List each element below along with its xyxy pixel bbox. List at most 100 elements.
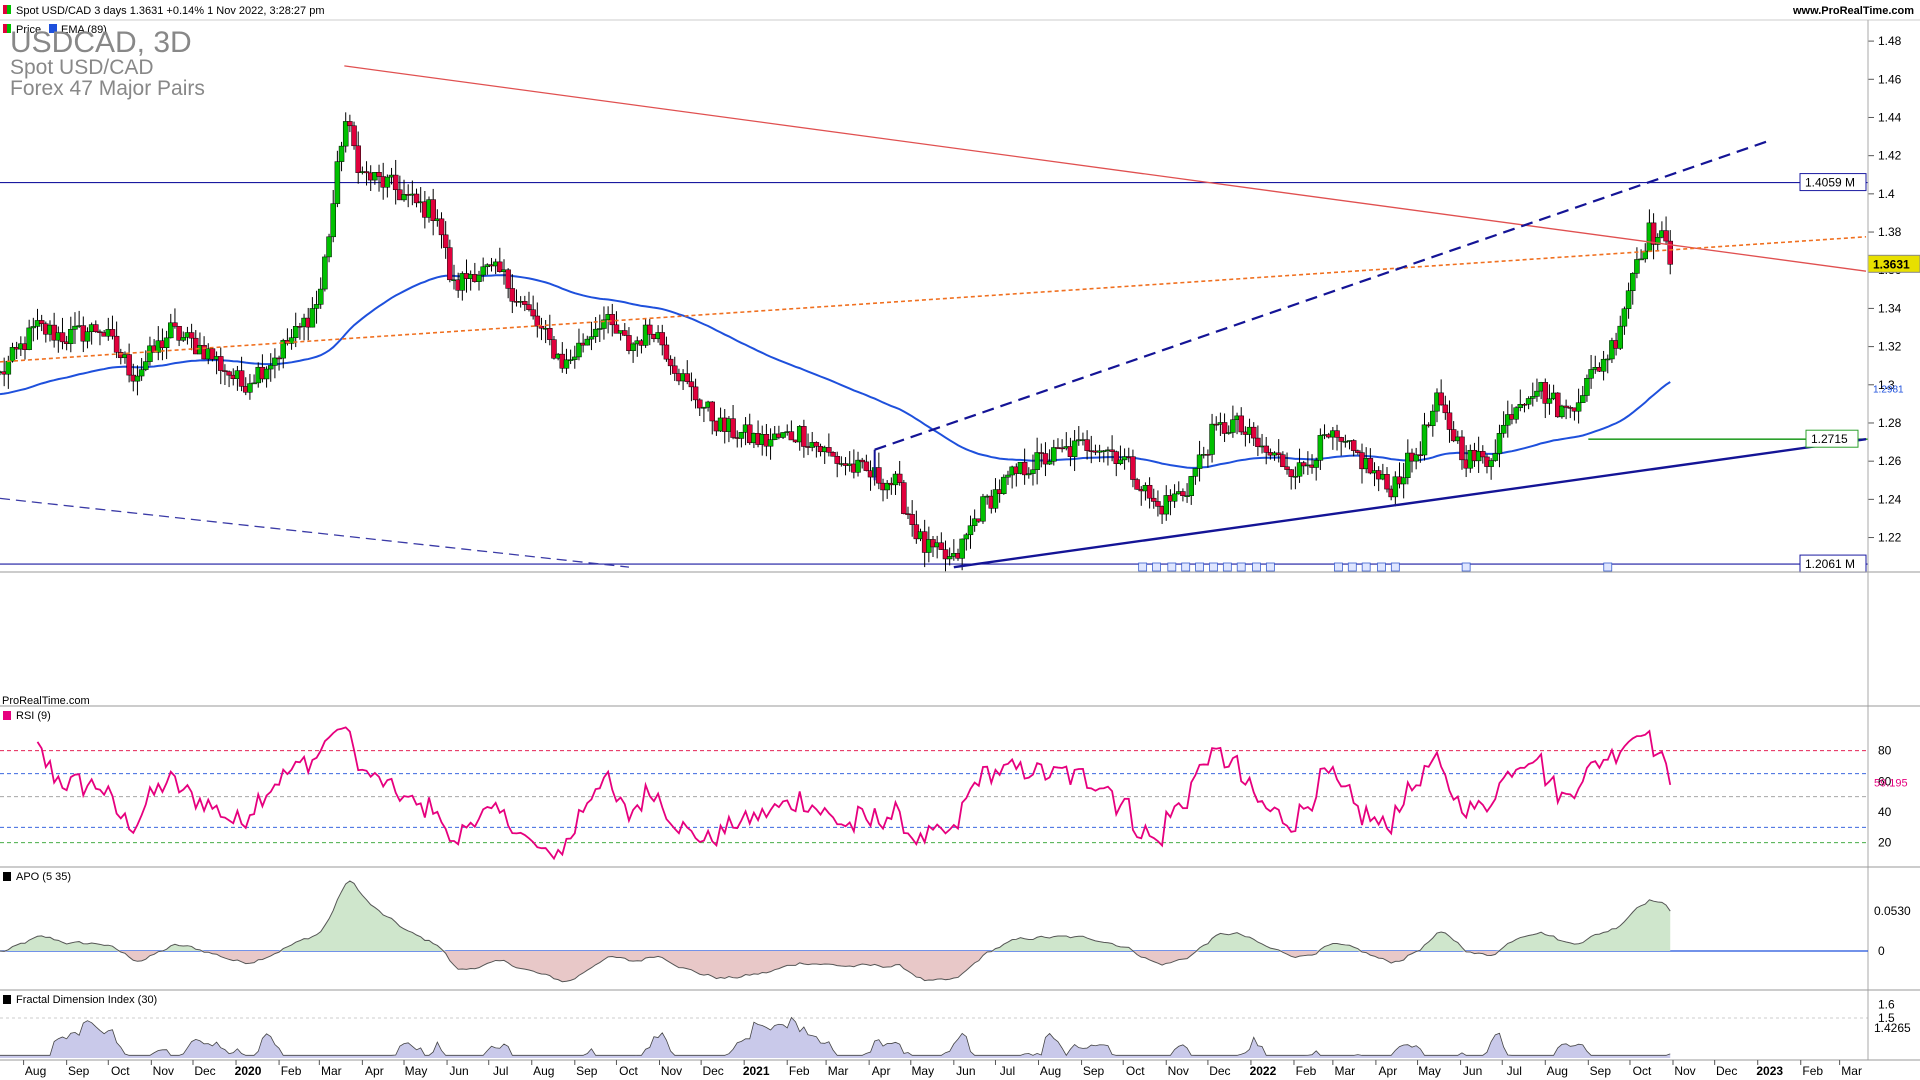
candle (1555, 392, 1561, 418)
candle (1184, 495, 1190, 497)
candle (1275, 452, 1282, 455)
candle (1450, 429, 1457, 442)
x-tick-label-41: 2023 (1756, 1064, 1783, 1078)
price-legend-swatch-red (3, 5, 7, 14)
candle (1446, 412, 1453, 430)
apo-tick-0: 0 (1878, 944, 1885, 958)
candle (1621, 308, 1628, 327)
event-marker[interactable] (1377, 562, 1386, 572)
x-tick-label-13: Sep (576, 1064, 598, 1078)
fdi-line (0, 1016, 1671, 1057)
y-tick-label-13: 1.22 (1878, 531, 1902, 545)
candle (1459, 436, 1465, 461)
candles-layer (0, 112, 1673, 572)
candle (1313, 460, 1319, 468)
candle (263, 368, 270, 380)
candle (38, 320, 45, 325)
candle (413, 193, 420, 204)
apo-label[interactable]: APO (5 35) (16, 871, 71, 883)
x-tick-label-0: Aug (25, 1064, 46, 1078)
candle (1663, 230, 1669, 242)
event-marker[interactable] (1152, 562, 1161, 572)
candle (1005, 474, 1011, 478)
candle (1367, 458, 1374, 474)
event-marker[interactable] (1209, 562, 1218, 572)
watermark: ProRealTime.com (2, 695, 90, 707)
event-marker[interactable] (1347, 562, 1357, 572)
apo-legend-icon (3, 872, 11, 881)
candle (330, 203, 336, 238)
x-tick-label-12: Aug (533, 1064, 554, 1078)
candle (1505, 414, 1511, 426)
candle (1250, 426, 1257, 439)
y-tick-label-1: 1.46 (1878, 72, 1902, 86)
event-marker[interactable] (1222, 562, 1232, 572)
trendline-4 (0, 497, 630, 568)
candle (1584, 378, 1590, 396)
event-marker[interactable] (1265, 562, 1275, 572)
candle (1230, 419, 1236, 433)
candle (1530, 396, 1536, 399)
candle (1525, 398, 1532, 405)
candle (1421, 424, 1428, 456)
candle (697, 399, 703, 409)
legend-price[interactable]: Price (16, 24, 41, 36)
candle (292, 326, 299, 338)
candle (863, 461, 870, 471)
candle (522, 301, 528, 305)
event-marker[interactable] (1252, 562, 1261, 572)
candle (672, 365, 678, 374)
candle (584, 338, 591, 346)
candle (855, 459, 861, 473)
candle (247, 383, 253, 393)
event-marker[interactable] (1334, 562, 1343, 572)
candle (143, 361, 149, 370)
event-marker[interactable] (1167, 562, 1177, 572)
event-marker[interactable] (1195, 562, 1204, 572)
event-marker[interactable] (1236, 562, 1246, 572)
candle (1205, 454, 1211, 456)
fdi-layer: 1.61.51.4265 (0, 998, 1911, 1058)
candle (1392, 476, 1399, 498)
candle (630, 343, 636, 351)
candle (313, 304, 320, 309)
candle (1500, 424, 1507, 434)
resistance-label: 1.4059 M (1805, 176, 1855, 190)
candle (684, 373, 691, 382)
event-marker[interactable] (1390, 562, 1400, 572)
event-marker[interactable] (1138, 562, 1148, 572)
candle (1630, 273, 1636, 291)
candle (1667, 240, 1673, 265)
candle (1650, 222, 1657, 245)
candle (1559, 405, 1565, 418)
candle (688, 381, 695, 388)
candle (1071, 440, 1078, 457)
price-axis-ticks: 1.481.461.441.421.41.381.361.341.321.31.… (1868, 34, 1902, 545)
event-marker[interactable] (1361, 562, 1371, 572)
candle (971, 518, 978, 526)
rsi-label[interactable]: RSI (9) (16, 710, 51, 722)
x-tick-label-2: Oct (111, 1064, 130, 1078)
fdi-label[interactable]: Fractal Dimension Index (30) (16, 994, 157, 1006)
apo-panel: APO (5 35) 0 0.0530 (0, 866, 1920, 983)
event-marker[interactable] (1461, 562, 1471, 572)
candle (238, 370, 245, 387)
x-tick-label-31: Mar (1335, 1064, 1356, 1078)
candle (830, 452, 836, 457)
header-info: Spot USD/CAD 3 days 1.3631 +0.14% 1 Nov … (16, 5, 325, 17)
event-marker[interactable] (1603, 562, 1613, 572)
candle (1546, 398, 1553, 404)
apo-positive-area (0, 881, 1671, 951)
candle (1284, 466, 1290, 470)
candle (1001, 476, 1007, 494)
trendline-2 (874, 139, 1771, 451)
candle (163, 337, 170, 349)
event-marker[interactable] (1181, 562, 1191, 572)
candle (530, 309, 536, 317)
candle (963, 534, 970, 540)
candle (692, 386, 699, 401)
legend-ema[interactable]: EMA (89) (61, 24, 107, 36)
candle (134, 375, 141, 382)
website-label[interactable]: www.ProRealTime.com (1792, 5, 1914, 17)
